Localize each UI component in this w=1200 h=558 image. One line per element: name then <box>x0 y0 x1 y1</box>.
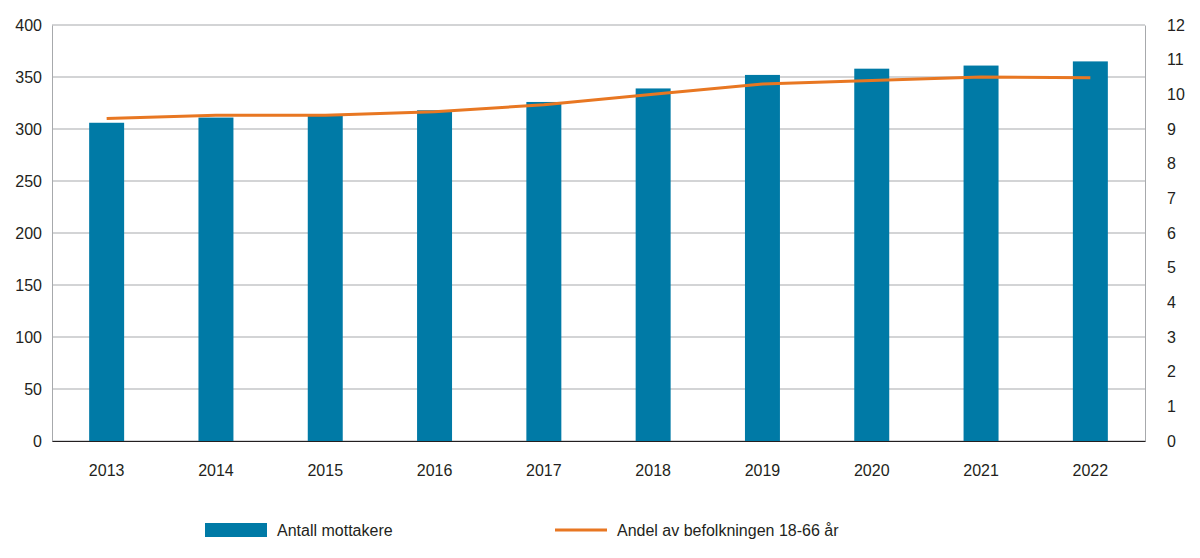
tick-label: 350 <box>15 69 42 86</box>
tick-label: 200 <box>15 225 42 242</box>
tick: 2 <box>1145 363 1176 380</box>
tick: 2014 <box>198 441 234 479</box>
grid <box>52 25 1145 441</box>
tick: 6 <box>1145 225 1176 242</box>
bar <box>89 123 124 441</box>
tick: 400 <box>15 17 52 34</box>
bar <box>636 88 671 441</box>
tick-label: 2016 <box>417 462 453 479</box>
tick: 300 <box>15 121 52 138</box>
tick: 200 <box>15 225 52 242</box>
tick: 3 <box>1145 329 1176 346</box>
bar <box>526 102 561 441</box>
tick: 2013 <box>89 441 125 479</box>
tick-label: 300 <box>15 121 42 138</box>
tick-label: 6 <box>1167 225 1176 242</box>
tick-label: 10 <box>1167 86 1185 103</box>
tick-label: 2020 <box>854 462 890 479</box>
grid-line <box>52 25 1145 26</box>
tick-label: 5 <box>1167 259 1176 276</box>
bar <box>745 75 780 441</box>
tick: 100 <box>15 329 52 346</box>
chart: 0501001502002503003504000123456789101112… <box>0 0 1200 558</box>
tick-label: 2022 <box>1073 462 1109 479</box>
tick: 0 <box>33 433 52 450</box>
tick: 10 <box>1145 86 1185 103</box>
bar <box>308 115 343 441</box>
tick-label: 8 <box>1167 155 1176 172</box>
tick-label: 400 <box>15 17 42 34</box>
tick-label: 2015 <box>307 462 343 479</box>
bar <box>198 118 233 441</box>
legend-item: Andel av befolkningen 18-66 år <box>555 522 839 539</box>
tick-label: 4 <box>1167 294 1176 311</box>
tick: 2020 <box>854 441 890 479</box>
tick-label: 2017 <box>526 462 562 479</box>
tick: 2022 <box>1073 441 1109 479</box>
tick-label: 100 <box>15 329 42 346</box>
tick-label: 0 <box>33 433 42 450</box>
bar <box>854 69 889 441</box>
tick-label: 2 <box>1167 363 1176 380</box>
tick: 5 <box>1145 259 1176 276</box>
tick: 9 <box>1145 121 1176 138</box>
bar-series <box>89 61 1108 441</box>
tick-label: 7 <box>1167 190 1176 207</box>
tick-label: 2021 <box>963 462 999 479</box>
tick-label: 2013 <box>89 462 125 479</box>
legend-label: Antall mottakere <box>277 522 393 539</box>
bar <box>417 110 452 441</box>
tick: 0 <box>1145 433 1176 450</box>
tick: 50 <box>24 381 52 398</box>
plot: 0501001502002503003504000123456789101112… <box>15 17 1185 480</box>
tick: 12 <box>1145 17 1185 34</box>
tick: 7 <box>1145 190 1176 207</box>
marks <box>89 61 1108 441</box>
tick-label: 11 <box>1167 51 1184 68</box>
tick: 2015 <box>307 441 343 479</box>
tick: 350 <box>15 69 52 86</box>
tick: 11 <box>1145 51 1184 68</box>
tick: 2019 <box>745 441 781 479</box>
tick-label: 2014 <box>198 462 234 479</box>
tick-label: 1 <box>1167 398 1176 415</box>
legend-swatch <box>205 523 267 537</box>
bar <box>964 66 999 441</box>
legend: Antall mottakere Andel av befolkningen 18… <box>205 522 839 539</box>
tick-label: 0 <box>1167 433 1176 450</box>
tick: 1 <box>1145 398 1176 415</box>
line <box>107 77 1091 119</box>
tick-label: 150 <box>15 277 42 294</box>
tick: 2021 <box>963 441 999 479</box>
tick: 4 <box>1145 294 1176 311</box>
axis-line <box>53 441 1146 442</box>
axis-line <box>1145 26 1146 442</box>
tick: 250 <box>15 173 52 190</box>
tick-label: 12 <box>1167 17 1185 34</box>
tick: 2017 <box>526 441 562 479</box>
tick-label: 2019 <box>745 462 781 479</box>
tick-label: 9 <box>1167 121 1176 138</box>
tick: 2016 <box>417 441 453 479</box>
tick: 150 <box>15 277 52 294</box>
legend-item: Antall mottakere <box>205 522 393 539</box>
tick-label: 50 <box>24 381 42 398</box>
axis-line <box>52 26 53 442</box>
bar <box>1073 61 1108 441</box>
tick-label: 3 <box>1167 329 1176 346</box>
tick: 2018 <box>635 441 671 479</box>
tick-label: 2018 <box>635 462 671 479</box>
y2-axis: 0123456789101112 <box>1145 17 1185 450</box>
legend-swatch <box>555 529 607 532</box>
legend-label: Andel av befolkningen 18-66 år <box>617 522 839 539</box>
y-axis: 0 50 100 150 200 250 300 350 400 <box>15 17 52 450</box>
x-axis: 2013 2014 2015 2016 2017 2018 2019 2020 2021 2022 <box>53 441 1146 479</box>
tick: 8 <box>1145 155 1176 172</box>
tick-label: 250 <box>15 173 42 190</box>
